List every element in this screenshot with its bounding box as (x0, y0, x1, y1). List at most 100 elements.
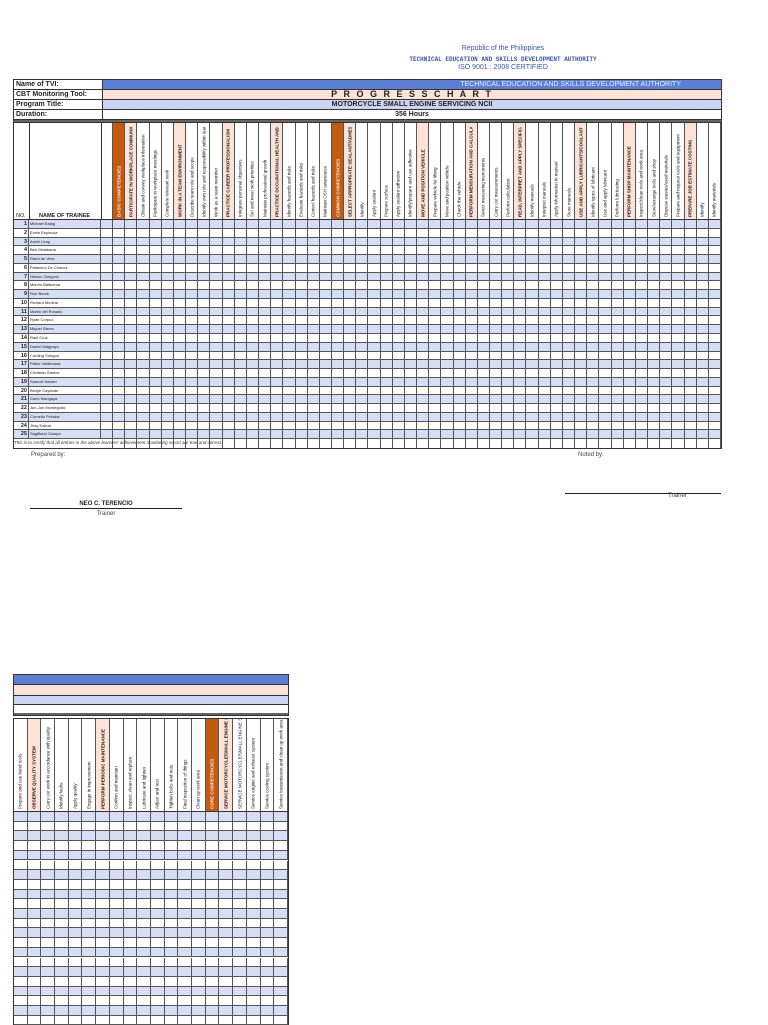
progress-cell[interactable] (83, 996, 97, 1005)
progress-cell[interactable] (393, 237, 405, 246)
progress-cell[interactable] (96, 841, 110, 850)
progress-cell[interactable] (514, 272, 527, 281)
progress-cell[interactable] (308, 395, 320, 404)
progress-cell[interactable] (672, 386, 685, 395)
progress-cell[interactable] (96, 1006, 110, 1015)
progress-cell[interactable] (283, 246, 296, 255)
progress-cell[interactable] (660, 298, 673, 307)
progress-cell[interactable] (344, 290, 357, 298)
progress-cell[interactable] (672, 369, 685, 377)
progress-cell[interactable] (320, 342, 332, 351)
progress-cell[interactable] (14, 821, 28, 831)
progress-cell[interactable] (198, 290, 211, 298)
progress-cell[interactable] (624, 281, 636, 290)
progress-cell[interactable] (636, 290, 649, 298)
progress-cell[interactable] (612, 237, 624, 246)
progress-cell[interactable] (356, 395, 369, 404)
progress-cell[interactable] (235, 334, 247, 342)
progress-cell[interactable] (165, 899, 179, 908)
progress-cell[interactable] (563, 377, 576, 386)
progress-cell[interactable] (332, 220, 345, 228)
progress-cell[interactable] (206, 909, 220, 918)
progress-cell[interactable] (233, 1015, 247, 1025)
progress-cell[interactable] (274, 860, 288, 870)
progress-cell[interactable] (178, 996, 193, 1005)
progress-cell[interactable] (69, 1015, 83, 1025)
progress-cell[interactable] (186, 439, 199, 448)
progress-cell[interactable] (192, 889, 206, 899)
progress-cell[interactable] (393, 351, 405, 360)
progress-cell[interactable] (709, 342, 721, 351)
progress-cell[interactable] (526, 316, 539, 325)
progress-cell[interactable] (697, 237, 709, 246)
progress-cell[interactable] (14, 996, 28, 1005)
progress-cell[interactable] (551, 412, 563, 421)
progress-cell[interactable] (101, 430, 114, 439)
progress-cell[interactable] (125, 246, 138, 255)
progress-cell[interactable] (165, 909, 179, 918)
progress-cell[interactable] (356, 351, 369, 360)
progress-cell[interactable] (113, 263, 126, 272)
progress-cell[interactable] (223, 316, 235, 325)
progress-cell[interactable] (393, 325, 405, 333)
progress-cell[interactable] (332, 263, 345, 272)
progress-cell[interactable] (137, 976, 151, 986)
progress-cell[interactable] (247, 986, 261, 996)
progress-cell[interactable] (137, 860, 151, 870)
progress-cell[interactable] (247, 386, 260, 395)
progress-cell[interactable] (478, 342, 491, 351)
progress-cell[interactable] (551, 281, 563, 290)
progress-cell[interactable] (223, 342, 235, 351)
progress-cell[interactable] (192, 909, 206, 918)
progress-cell[interactable] (478, 334, 491, 342)
progress-cell[interactable] (599, 377, 612, 386)
progress-cell[interactable] (110, 889, 124, 899)
progress-cell[interactable] (113, 360, 126, 369)
progress-cell[interactable] (685, 263, 697, 272)
progress-cell[interactable] (563, 272, 576, 281)
progress-cell[interactable] (150, 351, 162, 360)
progress-cell[interactable] (648, 404, 661, 412)
progress-cell[interactable] (612, 342, 624, 351)
progress-cell[interactable] (223, 290, 235, 298)
progress-cell[interactable] (514, 342, 527, 351)
progress-cell[interactable] (162, 342, 174, 351)
progress-cell[interactable] (332, 325, 345, 333)
progress-cell[interactable] (113, 237, 126, 246)
progress-cell[interactable] (186, 228, 199, 237)
progress-cell[interactable] (296, 369, 308, 377)
progress-cell[interactable] (405, 412, 418, 421)
progress-cell[interactable] (356, 369, 369, 377)
progress-cell[interactable] (612, 430, 624, 439)
progress-cell[interactable] (165, 850, 179, 860)
progress-cell[interactable] (101, 360, 114, 369)
progress-cell[interactable] (259, 325, 272, 333)
progress-cell[interactable] (178, 909, 193, 918)
progress-cell[interactable] (55, 831, 69, 841)
progress-cell[interactable] (624, 246, 636, 255)
progress-cell[interactable] (223, 430, 235, 439)
progress-cell[interactable] (624, 298, 636, 307)
progress-cell[interactable] (69, 812, 83, 821)
progress-cell[interactable] (660, 307, 673, 316)
progress-cell[interactable] (612, 220, 624, 228)
progress-cell[interactable] (466, 351, 478, 360)
progress-cell[interactable] (393, 272, 405, 281)
progress-cell[interactable] (137, 290, 150, 298)
progress-cell[interactable] (14, 957, 28, 967)
progress-cell[interactable] (599, 228, 612, 237)
progress-cell[interactable] (393, 246, 405, 255)
progress-cell[interactable] (587, 237, 600, 246)
progress-cell[interactable] (405, 290, 418, 298)
progress-cell[interactable] (124, 889, 138, 899)
progress-cell[interactable] (283, 325, 296, 333)
progress-cell[interactable] (709, 377, 721, 386)
progress-cell[interactable] (624, 360, 636, 369)
progress-cell[interactable] (405, 298, 418, 307)
progress-cell[interactable] (198, 404, 211, 412)
progress-cell[interactable] (165, 957, 179, 967)
progress-cell[interactable] (514, 351, 527, 360)
progress-cell[interactable] (96, 850, 110, 860)
progress-cell[interactable] (405, 255, 418, 263)
progress-cell[interactable] (150, 404, 162, 412)
